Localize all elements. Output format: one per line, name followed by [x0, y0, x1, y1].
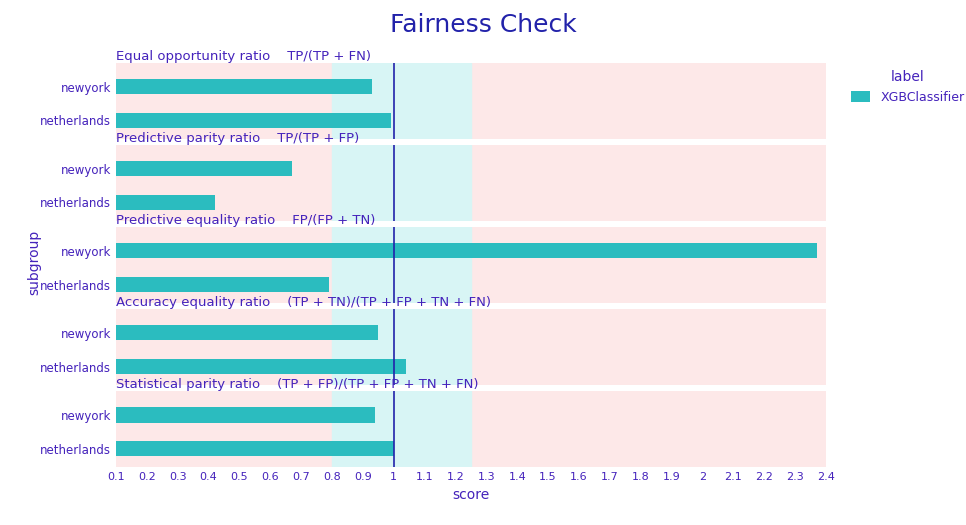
Text: Accuracy equality ratio    (TP + TN)/(TP + FP + TN + FN): Accuracy equality ratio (TP + TN)/(TP + …	[116, 296, 491, 309]
Bar	[332, 145, 471, 221]
Bar	[116, 63, 332, 139]
Text: Equal opportunity ratio    TP/(TP + FN): Equal opportunity ratio TP/(TP + FN)	[116, 50, 371, 63]
Bar	[85, 407, 375, 423]
Bar	[85, 79, 372, 94]
Text: Statistical parity ratio    (TP + FP)/(TP + FP + TN + FN): Statistical parity ratio (TP + FP)/(TP +…	[116, 379, 478, 391]
X-axis label: score: score	[452, 488, 490, 502]
Bar	[85, 359, 406, 374]
Bar	[471, 309, 826, 385]
Bar	[116, 309, 332, 385]
Bar	[85, 243, 816, 258]
Bar	[332, 309, 471, 385]
Bar	[85, 277, 329, 292]
Bar	[471, 227, 826, 303]
Text: Predictive equality ratio    FP/(FP + TN): Predictive equality ratio FP/(FP + TN)	[116, 214, 376, 227]
Bar	[85, 326, 379, 340]
Text: Fairness Check: Fairness Check	[389, 13, 577, 37]
Bar	[116, 145, 332, 221]
Bar	[116, 391, 332, 467]
Legend: XGBClassifier: XGBClassifier	[846, 66, 966, 109]
Bar	[85, 113, 390, 128]
Bar	[332, 63, 471, 139]
Bar	[85, 441, 394, 456]
Bar	[332, 391, 471, 467]
Bar	[471, 145, 826, 221]
Bar	[332, 227, 471, 303]
Text: subgroup: subgroup	[27, 230, 41, 295]
Bar	[471, 391, 826, 467]
Text: Predictive parity ratio    TP/(TP + FP): Predictive parity ratio TP/(TP + FP)	[116, 132, 359, 145]
Bar	[85, 161, 292, 176]
Bar	[116, 227, 332, 303]
Bar	[471, 63, 826, 139]
Bar	[85, 195, 214, 210]
